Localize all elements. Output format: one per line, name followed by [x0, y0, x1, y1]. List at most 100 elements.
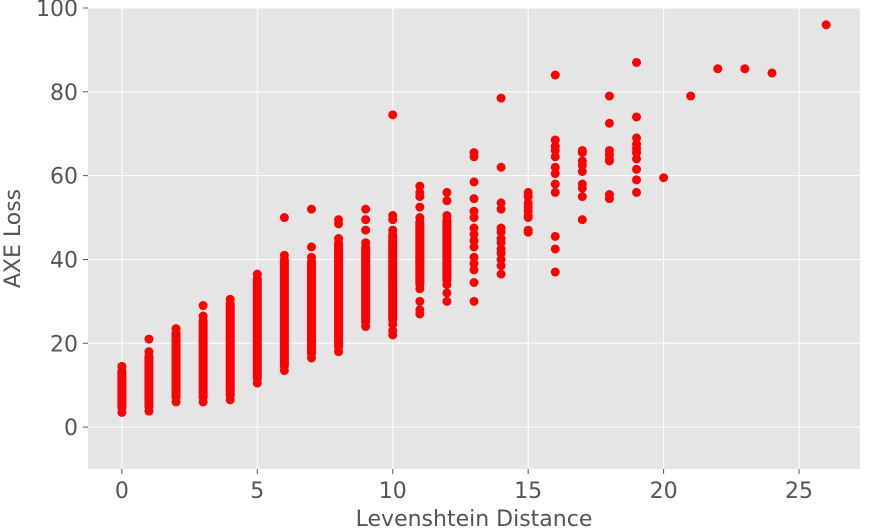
data-point [144, 406, 154, 416]
x-tick-label: 15 [514, 479, 542, 504]
data-point [496, 93, 506, 103]
data-point [388, 110, 398, 120]
data-point [469, 229, 479, 239]
data-point [604, 91, 614, 101]
y-tick-label: 0 [64, 416, 78, 441]
data-point [415, 213, 425, 223]
data-point [577, 215, 587, 225]
data-point [550, 231, 560, 241]
data-point [740, 64, 750, 74]
data-point [279, 213, 289, 223]
data-point [306, 242, 316, 252]
data-point [334, 219, 344, 229]
data-point [442, 288, 452, 298]
dense-point-column [225, 299, 235, 400]
data-point [415, 181, 425, 191]
data-point [469, 213, 479, 223]
data-point [550, 179, 560, 189]
data-point [577, 183, 587, 193]
data-point [117, 361, 127, 371]
data-point [550, 187, 560, 197]
y-tick-label: 80 [50, 81, 78, 106]
data-point [279, 366, 289, 376]
data-point [442, 210, 452, 220]
data-point [632, 164, 642, 174]
dense-point-column [442, 215, 452, 285]
data-point [632, 187, 642, 197]
data-point [550, 145, 560, 155]
data-point [767, 68, 777, 78]
dense-point-column [252, 274, 262, 384]
data-point [632, 154, 642, 164]
dense-point-column [388, 230, 398, 325]
y-tick-label: 100 [36, 0, 78, 22]
data-point [550, 162, 560, 172]
data-point [469, 152, 479, 162]
data-point [550, 70, 560, 80]
data-point [469, 252, 479, 262]
x-axis-label: Levenshtein Distance [356, 507, 593, 530]
dense-point-column [144, 351, 154, 412]
data-point [632, 175, 642, 185]
data-point [171, 324, 181, 334]
data-point [442, 196, 452, 206]
data-point [604, 118, 614, 128]
data-point [334, 234, 344, 243]
data-point [577, 148, 587, 158]
data-point [144, 334, 154, 344]
data-point [361, 204, 371, 214]
data-point [469, 259, 479, 269]
data-point [496, 198, 506, 208]
dense-point-column [306, 257, 316, 358]
data-point [442, 187, 452, 197]
data-point [632, 133, 642, 143]
data-point [632, 57, 642, 67]
dense-point-column [198, 316, 208, 402]
dense-point-column [117, 366, 127, 413]
data-point [415, 309, 425, 319]
x-tick-label: 25 [785, 479, 813, 504]
data-point [550, 152, 560, 162]
data-point [415, 284, 425, 294]
data-point [523, 227, 533, 237]
y-tick-label: 20 [50, 332, 78, 357]
y-axis-label: AXE Loss [1, 189, 26, 288]
data-point [361, 238, 371, 248]
data-point [442, 296, 452, 306]
data-point [469, 194, 479, 204]
data-point [550, 267, 560, 277]
dense-point-column [334, 238, 344, 352]
data-point [469, 296, 479, 306]
data-point [577, 166, 587, 176]
data-point [388, 215, 398, 225]
x-tick-label: 0 [115, 479, 129, 504]
data-point [415, 202, 425, 212]
data-point [171, 397, 181, 407]
y-tick-labels: 0 20 40 60 80 100 [36, 0, 88, 441]
data-point [496, 269, 506, 279]
data-point [361, 215, 371, 225]
data-point [550, 135, 560, 145]
data-point [632, 112, 642, 122]
x-tick-labels: 0 5 10 15 20 25 [115, 469, 813, 504]
data-point [388, 326, 398, 336]
data-point [306, 353, 316, 363]
data-point [686, 91, 696, 101]
data-point [496, 204, 506, 214]
data-point [334, 347, 344, 357]
y-tick-label: 60 [50, 165, 78, 190]
data-points [117, 20, 831, 417]
x-tick-label: 5 [250, 479, 264, 504]
data-point [415, 296, 425, 306]
data-point [388, 319, 398, 329]
data-point [279, 250, 289, 260]
data-point [659, 173, 669, 183]
data-point [496, 227, 506, 237]
data-point [388, 225, 398, 235]
data-point [144, 347, 154, 357]
data-point [604, 156, 614, 166]
data-point [523, 213, 533, 223]
data-point [469, 236, 479, 246]
data-point [713, 64, 723, 74]
